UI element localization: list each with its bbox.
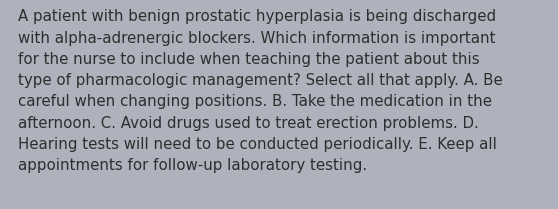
Text: A patient with benign prostatic hyperplasia is being discharged
with alpha-adren: A patient with benign prostatic hyperpla… xyxy=(18,9,503,173)
